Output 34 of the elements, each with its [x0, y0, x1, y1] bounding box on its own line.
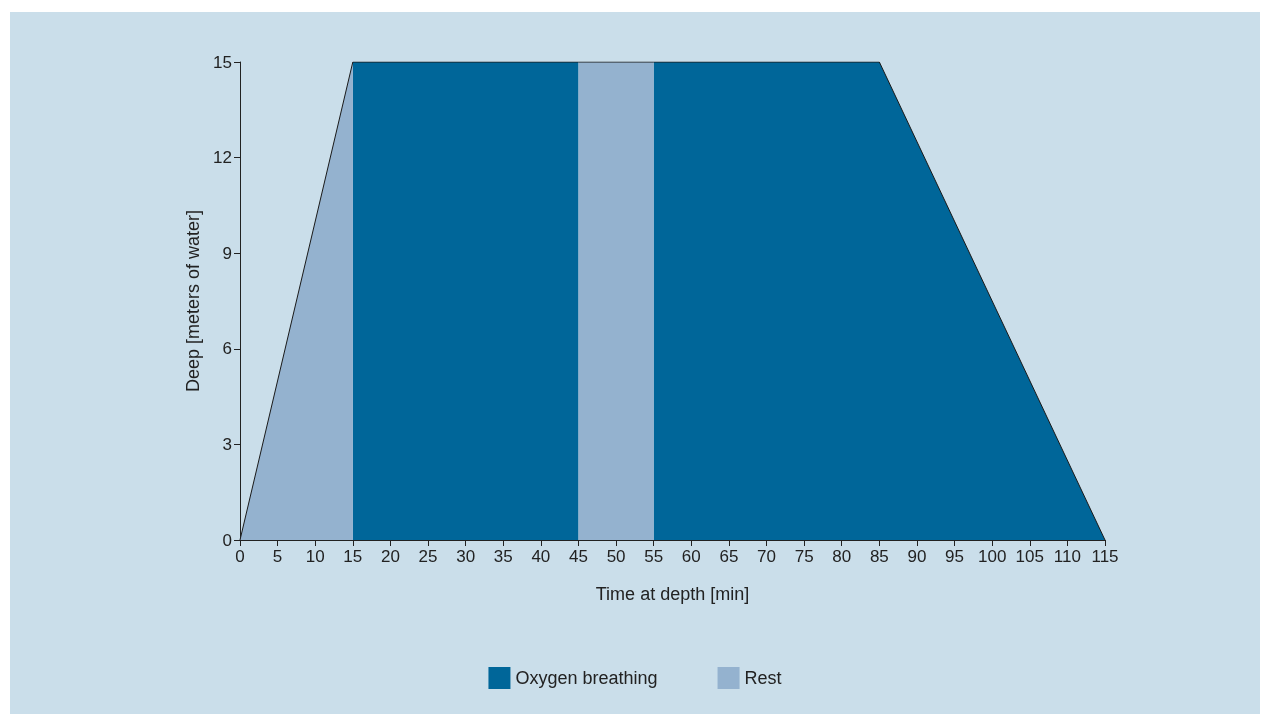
y-tick-label: 9: [222, 243, 232, 263]
y-tick-label: 15: [213, 52, 232, 72]
x-tick-label: 50: [606, 547, 626, 566]
x-tick-label: 20: [380, 547, 400, 566]
x-tick-label: 45: [569, 547, 588, 566]
x-tick-label: 25: [418, 547, 438, 566]
x-tick-label: 65: [719, 547, 739, 566]
x-tick-label: 55: [644, 547, 664, 566]
x-tick-label: 75: [794, 547, 814, 566]
x-tick-label: 95: [945, 547, 965, 566]
x-tick-label: 40: [531, 547, 551, 566]
x-tick-label: 70: [757, 547, 776, 566]
x-tick-label: 90: [907, 547, 927, 566]
legend-label: Oxygen breathing: [515, 668, 658, 688]
x-tick-label: 105: [1015, 547, 1044, 566]
x-tick-label: 110: [1053, 547, 1081, 566]
x-tick-label: 15: [343, 547, 363, 566]
x-tick-label: 30: [456, 547, 476, 566]
y-tick-label: 0: [222, 530, 232, 550]
x-tick-label: 10: [305, 547, 325, 566]
x-tick-label: 35: [493, 547, 513, 566]
x-tick-label: 80: [832, 547, 852, 566]
y-tick-label: 12: [213, 148, 232, 168]
x-axis-title: Time at depth [min]: [595, 584, 750, 604]
y-tick-label: 3: [222, 434, 232, 454]
y-axis-title: Deep [meters of water]: [183, 209, 203, 393]
x-tick-label: 60: [681, 547, 701, 566]
x-tick-label: 115: [1091, 547, 1119, 566]
y-tick-label: 6: [222, 339, 232, 359]
x-tick-label: 5: [272, 547, 283, 566]
x-tick-label: 100: [977, 547, 1007, 566]
x-tick-label: 0: [235, 547, 245, 566]
legend-label: Rest: [744, 668, 782, 688]
x-tick-label: 85: [869, 547, 889, 566]
